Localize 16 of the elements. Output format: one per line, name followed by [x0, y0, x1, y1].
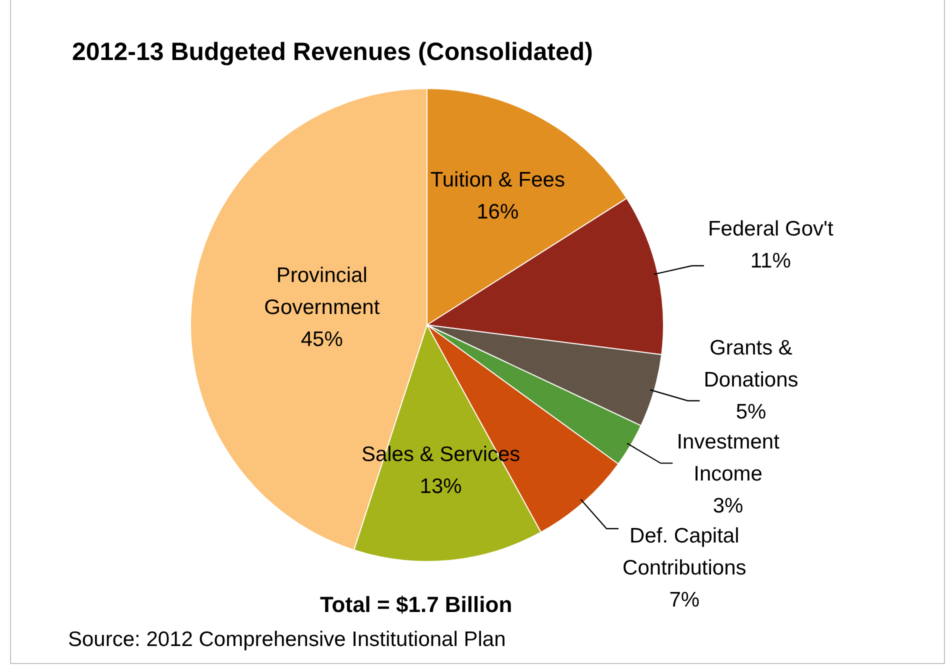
data-label: 3%	[712, 494, 744, 518]
slice-label: Def. Capital Contributions	[622, 524, 746, 580]
slice-label: Provincial Government	[264, 264, 380, 320]
data-label: 45%	[300, 328, 343, 352]
data-label: 11%	[750, 250, 791, 273]
data-label: 16%	[476, 200, 519, 224]
slice-label: Federal Gov't	[708, 218, 834, 241]
chart-title: 2012-13 Budgeted Revenues (Consolidated)	[72, 38, 593, 67]
text: Total = $1.7 Billion	[320, 592, 512, 618]
data-label: 13%	[420, 474, 462, 498]
source-note: Source: 2012 Comprehensive Institutional Plan	[68, 628, 506, 652]
data-label: 5%	[736, 400, 766, 424]
data-label: 7%	[669, 588, 700, 612]
slice-label: Tuition & Fees	[430, 168, 565, 192]
slice-label: Grants & Donations	[704, 336, 798, 392]
slice-label: Investment Income	[676, 430, 780, 486]
